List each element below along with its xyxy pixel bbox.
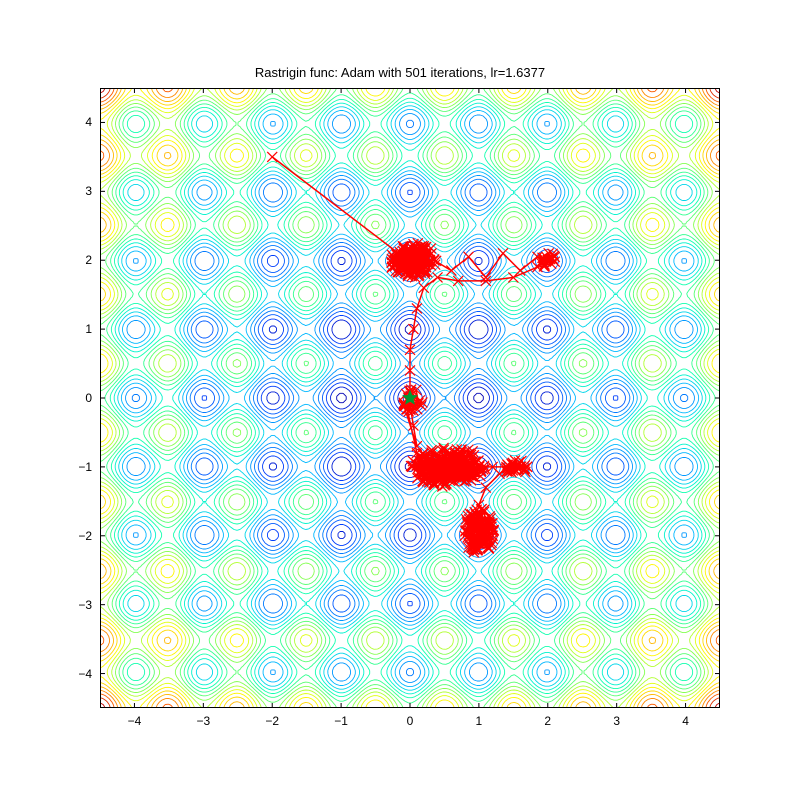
ytick-label: −3 [78, 598, 92, 612]
ytick-label: 1 [85, 322, 92, 336]
figure: Rastrigin func: Adam with 501 iterations… [0, 0, 800, 800]
xtick-label: 2 [544, 714, 551, 728]
xtick-label: −4 [128, 714, 142, 728]
xtick-label: −1 [334, 714, 348, 728]
xtick-label: −3 [196, 714, 210, 728]
chart-title: Rastrigin func: Adam with 501 iterations… [0, 65, 800, 80]
axes-frame [100, 88, 720, 708]
xtick-label: 1 [476, 714, 483, 728]
ytick-label: −1 [78, 460, 92, 474]
xtick-label: −2 [265, 714, 279, 728]
xtick-label: 4 [682, 714, 689, 728]
axes [100, 88, 720, 708]
ytick-label: −4 [78, 667, 92, 681]
xtick-label: 0 [407, 714, 414, 728]
ytick-label: 0 [85, 391, 92, 405]
xtick-label: 3 [613, 714, 620, 728]
ytick-label: 2 [85, 253, 92, 267]
ytick-label: 4 [85, 115, 92, 129]
ytick-label: 3 [85, 184, 92, 198]
ytick-label: −2 [78, 529, 92, 543]
